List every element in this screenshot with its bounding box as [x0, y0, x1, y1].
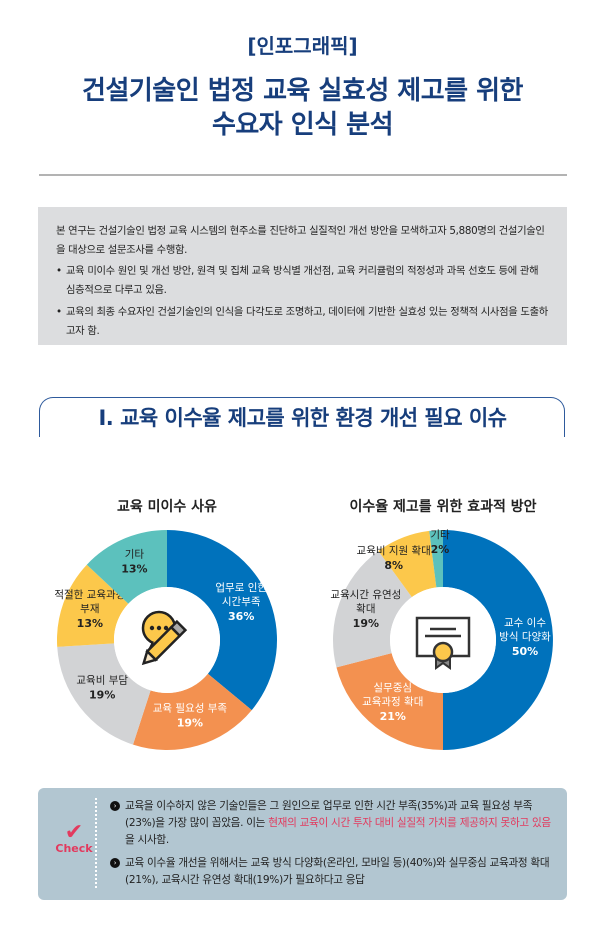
title-line-1: 건설기술인 법정 교육 실효성 제고를 위한	[82, 76, 523, 106]
slice-label-line: 실무중심	[373, 682, 412, 694]
summary-box: 본 연구는 건설기술인 법정 교육 시스템의 현주소를 진단하고 실질적인 개선…	[38, 207, 567, 345]
slice-label: 기타 2%	[430, 529, 450, 556]
slice-value: 19%	[89, 688, 115, 701]
slice-value: 19%	[177, 717, 203, 730]
slice-label: 교육 필요성 부족 19%	[153, 703, 228, 730]
summary-bullet: 교육 미이수 원인 및 개선 방안, 원격 및 집체 교육 방식별 개선점, 교…	[56, 262, 549, 300]
page-title: 건설기술인 법정 교육 실효성 제고를 위한 수요자 인식 분석	[0, 74, 605, 142]
slice-label-line: 기타	[430, 529, 450, 541]
slice-label-line: 확대	[356, 602, 375, 615]
slice-value: 8%	[384, 559, 403, 572]
section-title: Ⅰ. 교육 이수율 제고를 위한 환경 개선 필요 이슈	[98, 406, 507, 430]
slice-label-line: 교육과정 확대	[362, 695, 423, 708]
title-line-2: 수요자 인식 분석	[211, 110, 394, 140]
slice-value: 2%	[431, 543, 450, 556]
summary-bullets: 교육 미이수 원인 및 개선 방안, 원격 및 집체 교육 방식별 개선점, 교…	[56, 262, 549, 341]
check-highlight: 현재의 교육이 시간 투자 대비 실질적 가치를 제공하지 못하고 있음	[268, 817, 551, 829]
slice-label-line: 부재	[80, 603, 99, 615]
donut-slice	[336, 653, 443, 750]
slice-label-line: 업무로 인한	[215, 581, 267, 594]
slice-value: 13%	[121, 563, 147, 576]
slice-label-line: 방식 다양화	[499, 631, 551, 643]
slice-value: 19%	[353, 617, 379, 630]
chart-title-left: 교육 미이수 사유	[117, 499, 217, 515]
dotted-divider	[95, 798, 97, 888]
check-text: 교육 이수율 개선을 위해서는 교육 방식 다양화(온라인, 모바일 등)(40…	[125, 857, 550, 886]
slice-value: 50%	[512, 645, 538, 658]
slice-label-line: 교육 필요성 부족	[153, 703, 228, 715]
slice-label: 실무중심 교육과정 확대 21%	[362, 682, 423, 723]
check-label: Check	[55, 842, 93, 855]
donut-slice	[333, 551, 412, 668]
slice-label: 교육비 부담 19%	[76, 674, 128, 701]
check-box: ✔ Check › 교육을 이수하지 않은 기술인들은 그 원인으로 업무로 인한…	[38, 788, 567, 900]
slice-label-line: 교육시간 유연성	[330, 589, 401, 601]
donut-slice	[57, 564, 129, 647]
donut-slice	[443, 530, 553, 750]
donut-slice	[378, 530, 437, 598]
chevron-bullet-icon: ›	[110, 858, 120, 868]
check-list: › 교육을 이수하지 않은 기술인들은 그 원인으로 업무로 인한 시간 부족(3…	[110, 798, 558, 895]
certificate-icon	[415, 616, 471, 670]
slice-label-line: 교육비 지원 확대	[357, 544, 431, 557]
checkmark-icon: ✔	[64, 820, 84, 845]
slice-label: 기타 13%	[121, 549, 147, 576]
check-text: 교육을 이수하지 않은 기술인들은 그 원인으로 업무로 인한 시간 부족(35…	[125, 800, 533, 829]
check-item: › 교육 이수율 개선을 위해서는 교육 방식 다양화(온라인, 모바일 등)(4…	[110, 855, 558, 889]
summary-bullet: 교육의 최종 수요자인 건설기술인의 인식을 다각도로 조명하고, 데이터에 기…	[56, 303, 549, 341]
donut-slice	[57, 643, 151, 745]
slice-label-line: 교수 이수	[504, 617, 546, 629]
check-item: › 교육을 이수하지 않은 기술인들은 그 원인으로 업무로 인한 시간 부족(3…	[110, 798, 558, 849]
donut-slice	[429, 530, 443, 588]
section-frame	[39, 397, 565, 437]
donut-slice	[133, 673, 252, 750]
slice-label-line: 기타	[125, 549, 145, 561]
speech-bubble-pencil-icon	[141, 610, 188, 666]
donut-slice	[167, 530, 277, 711]
slice-label: 교육시간 유연성 확대 19%	[330, 589, 401, 630]
check-text: 을 시사함.	[125, 834, 169, 846]
chart-title-right: 이수율 제고를 위한 효과적 방안	[349, 499, 537, 515]
chevron-bullet-icon: ›	[110, 801, 120, 811]
summary-intro: 본 연구는 건설기술인 법정 교육 시스템의 현주소를 진단하고 실질적인 개선…	[56, 225, 545, 256]
slice-label-line: 적절한 교육과정	[54, 588, 125, 601]
slice-value: 21%	[380, 710, 406, 723]
check-badge: ✔ Check	[52, 820, 96, 856]
slice-value: 13%	[77, 617, 103, 630]
slice-value: 36%	[228, 610, 254, 623]
divider	[39, 174, 567, 176]
infographic-tag: [인포그래픽]	[247, 34, 358, 58]
slice-label-line: 교육비 부담	[76, 674, 128, 686]
donut-slice	[86, 530, 167, 604]
slice-label-line: 시간부족	[222, 596, 261, 608]
slice-label: 교육비 지원 확대 8%	[357, 544, 431, 572]
